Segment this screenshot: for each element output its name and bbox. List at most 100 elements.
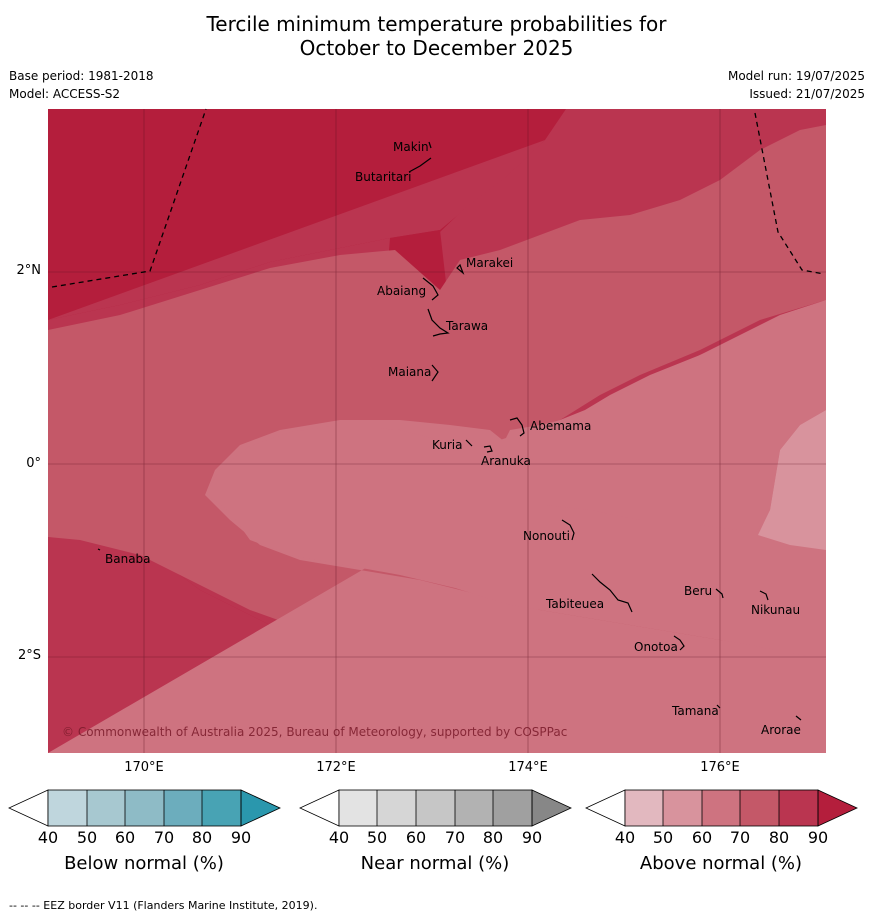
map-title-line1: Tercile minimum temperature probabilitie… — [206, 12, 667, 36]
cb-below-title: Below normal (%) — [64, 853, 224, 874]
island-maiana-shape — [431, 364, 439, 382]
label-banaba: Banaba — [105, 552, 151, 566]
lon-label-174e: 174°E — [508, 760, 548, 775]
colorbar-near-normal — [299, 789, 572, 827]
colorbar-below-normal-segment-5 — [202, 790, 241, 826]
meta-left: Base period: 1981-2018 Model: ACCESS-S2 — [9, 67, 154, 103]
probability-bands — [48, 109, 826, 753]
lon-label-172e: 172°E — [316, 760, 356, 775]
island-nonouti-shape — [561, 519, 575, 541]
cb-near-tick-60: 60 — [405, 828, 427, 847]
island-tabiteuea-shape — [591, 573, 633, 613]
island-tamana-shape — [716, 704, 721, 709]
colorbar-below-normal-outline — [47, 789, 242, 827]
cb-above-tick-90: 90 — [807, 828, 829, 847]
label-nonouti: Nonouti — [523, 529, 570, 543]
colorbar-above-normal-high-arrow — [817, 789, 858, 827]
cb-near-tick-90: 90 — [521, 828, 543, 847]
colorbar-above-normal — [585, 789, 858, 827]
cb-above-title: Above normal (%) — [639, 853, 803, 874]
colorbar-above-normal-segment-4 — [740, 790, 779, 826]
cb-above-tick-70: 70 — [729, 828, 751, 847]
lon-label-176e: 176°E — [700, 760, 740, 775]
colorbar-near-normal-outline — [338, 789, 533, 827]
issued-date: Issued: 21/07/2025 — [749, 87, 865, 101]
base-period: Base period: 1981-2018 — [9, 69, 154, 83]
island-beru-shape — [715, 588, 724, 599]
cb-near-tick-40: 40 — [328, 828, 350, 847]
cb-above-tick-50: 50 — [652, 828, 674, 847]
eez-line-west — [51, 108, 207, 288]
label-arorae: Arorae — [761, 723, 801, 737]
label-maiana: Maiana — [388, 365, 431, 379]
island-onotoa-shape — [673, 635, 685, 651]
map-title-line2: October to December 2025 — [299, 36, 574, 60]
label-nikunau: Nikunau — [751, 603, 800, 617]
colorbar-above-normal-segment-5 — [779, 790, 818, 826]
lat-label-2s: 2°S — [17, 648, 41, 663]
label-tamana: Tamana — [671, 704, 719, 718]
cb-below-tick-70: 70 — [153, 828, 175, 847]
island-tarawa-shape — [427, 308, 450, 337]
colorbar-near-normal-segment-3 — [416, 790, 455, 826]
cb-above-tick-60: 60 — [691, 828, 713, 847]
island-outlines — [97, 141, 802, 721]
colorbar-below-normal — [8, 789, 281, 827]
eez-footnote: -- -- -- EEZ border V11 (Flanders Marine… — [9, 899, 318, 912]
label-makin: Makin — [393, 140, 429, 154]
island-abaiang-shape — [422, 277, 439, 301]
copyright-notice: © Commonwealth of Australia 2025, Bureau… — [62, 725, 567, 739]
cb-near-tick-80: 80 — [482, 828, 504, 847]
band-above-50 — [758, 410, 826, 550]
label-kuria: Kuria — [432, 438, 463, 452]
cb-below-tick-90: 90 — [230, 828, 252, 847]
colorbar-near-normal-segment-2 — [377, 790, 416, 826]
label-beru: Beru — [684, 584, 712, 598]
lat-label-0: 0° — [26, 456, 41, 471]
meta-right: Model run: 19/07/2025 Issued: 21/07/2025 — [728, 67, 865, 103]
label-onotoa: Onotoa — [634, 640, 678, 654]
island-butaritari-shape — [408, 157, 432, 173]
colorbar-below-normal-segment-2 — [87, 790, 125, 826]
cb-below-tick-60: 60 — [114, 828, 136, 847]
label-tabiteuea: Tabiteuea — [545, 597, 604, 611]
model-name: Model: ACCESS-S2 — [9, 87, 121, 101]
colorbar-above-normal-segment-3 — [702, 790, 740, 826]
colorbar-near-normal-low-arrow — [299, 789, 340, 827]
colorbar-below-normal-segment-1 — [48, 790, 87, 826]
cb-above-tick-40: 40 — [614, 828, 636, 847]
island-banaba-shape — [97, 548, 101, 551]
label-abemama: Abemama — [530, 419, 591, 433]
colorbar-above-normal-segment-1 — [625, 790, 663, 826]
colorbar-below-normal-high-arrow — [240, 789, 281, 827]
colorbar-above-normal-low-arrow — [585, 789, 626, 827]
colorbar-near-normal-high-arrow — [531, 789, 572, 827]
colorbar-below-normal-low-arrow — [8, 789, 49, 827]
lat-label-2n: 2°N — [16, 263, 42, 278]
band-above-60-east — [500, 300, 826, 532]
graticule — [48, 109, 826, 753]
island-arorae-shape — [795, 715, 802, 721]
cb-below-tick-80: 80 — [191, 828, 213, 847]
colorbar-near-normal-segment-5 — [493, 790, 532, 826]
colorbar-above-normal-outline — [624, 789, 819, 827]
colorbar-near-normal-segment-1 — [339, 790, 377, 826]
colorbar-above-normal-segment-2 — [663, 790, 702, 826]
island-nikunau-shape — [759, 590, 769, 601]
cb-near-tick-70: 70 — [444, 828, 466, 847]
cb-below-tick-50: 50 — [76, 828, 98, 847]
island-makin-shape — [428, 141, 432, 149]
colorbar-below-normal-segment-3 — [125, 790, 164, 826]
label-aranuka: Aranuka — [481, 454, 531, 468]
label-tarawa: Tarawa — [445, 319, 488, 333]
eez-border — [51, 108, 825, 288]
cb-above-tick-80: 80 — [768, 828, 790, 847]
label-marakei: Marakei — [466, 256, 513, 270]
lon-label-170e: 170°E — [124, 760, 164, 775]
island-marakei-shape — [456, 263, 465, 275]
cb-near-title: Near normal (%) — [360, 853, 510, 874]
label-butaritari: Butaritari — [355, 170, 412, 184]
island-abemama-shape — [509, 417, 525, 437]
map-title: Tercile minimum temperature probabilitie… — [0, 12, 873, 60]
